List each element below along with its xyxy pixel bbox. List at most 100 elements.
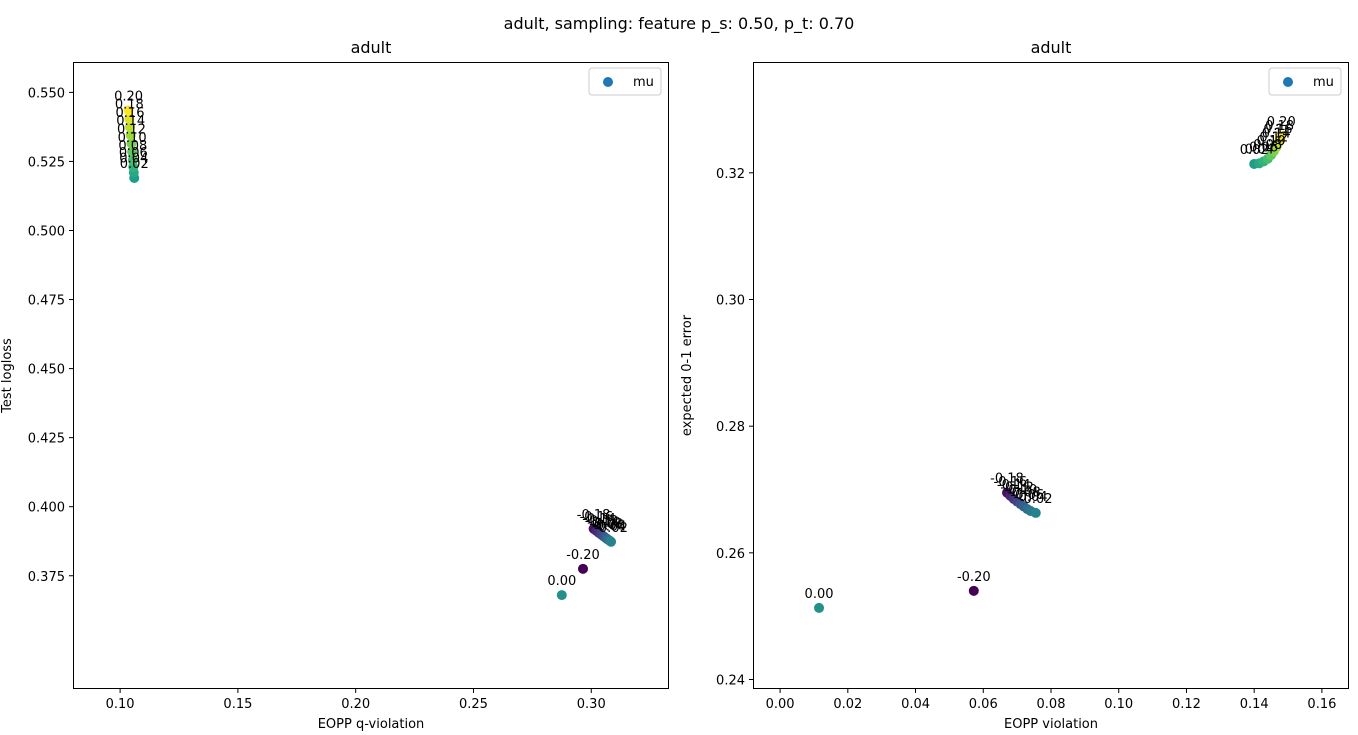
figure-suptitle: adult, sampling: feature p_s: 0.50, p_t:… — [504, 14, 855, 34]
x-tick-label: 0.02 — [833, 697, 862, 712]
data-label: 0.08 — [118, 139, 147, 154]
data-point — [123, 105, 134, 116]
data-label: -0.20 — [566, 548, 600, 563]
data-label: 0.02 — [1240, 143, 1269, 158]
subplot-right: 0.00 0.02 0.04 0.06 0.08 0.10 0.12 0.14 0.160.24… — [680, 38, 1349, 732]
data-label: -0.08 — [589, 517, 623, 532]
data-label: 0.16 — [1263, 123, 1292, 138]
data-point — [127, 155, 138, 166]
plot-area — [753, 62, 1349, 689]
x-tick-label: 0.15 — [223, 697, 252, 712]
plot-frame — [753, 62, 1349, 689]
data-label: 0.04 — [1245, 142, 1274, 157]
x-tick-label: 0.14 — [1240, 697, 1269, 712]
legend-label: mu — [633, 75, 654, 90]
data-label: 0.10 — [1257, 134, 1286, 149]
x-tick-label: 0.10 — [1104, 697, 1133, 712]
legend: mu — [1268, 67, 1342, 96]
legend-marker — [1283, 77, 1293, 87]
data-label: -0.02 — [594, 521, 628, 536]
y-tick-label: 0.425 — [28, 432, 65, 447]
data-label: -0.14 — [997, 478, 1031, 493]
data-label: 0.06 — [1249, 140, 1278, 155]
data-point — [556, 590, 567, 601]
x-tick-label: 0.10 — [106, 697, 135, 712]
data-label: -0.02 — [1019, 492, 1053, 507]
data-label: -0.14 — [582, 512, 616, 527]
y-tick-label: 0.375 — [28, 570, 65, 585]
legend-label: mu — [1313, 75, 1334, 90]
y-tick-label: 0.32 — [716, 167, 745, 182]
subplot-left: 0.10 0.15 0.20 0.25 0.30 0.375 0.400 0.425 0.450… — [0, 38, 669, 732]
data-label: -0.12 — [1000, 481, 1034, 496]
data-label: 0.00 — [805, 587, 834, 602]
data-label: -0.18 — [990, 472, 1024, 487]
x-tick-label: 0.08 — [1037, 697, 1066, 712]
subplot-title: adult — [1031, 38, 1072, 57]
data-point — [1276, 131, 1287, 142]
data-label: 0.20 — [1267, 115, 1296, 130]
data-label: 0.14 — [1262, 127, 1291, 142]
data-label: 0.04 — [119, 151, 148, 166]
data-point — [127, 146, 138, 157]
data-label: 0.00 — [547, 574, 576, 589]
data-label: 0.10 — [118, 131, 147, 146]
data-label: -0.10 — [587, 516, 621, 531]
y-tick-label: 0.550 — [28, 86, 65, 101]
data-point — [606, 536, 617, 547]
data-label: 0.12 — [1259, 130, 1288, 145]
y-tick-label: 0.500 — [28, 224, 65, 239]
legend-box — [588, 67, 662, 96]
legend: mu — [588, 67, 662, 96]
x-tick-label: 0.12 — [1172, 697, 1201, 712]
x-tick-label: 0.00 — [766, 697, 795, 712]
plot-area — [73, 62, 669, 689]
x-tick-label: 0.20 — [341, 697, 370, 712]
legend-marker — [603, 77, 613, 87]
data-point — [578, 563, 589, 574]
y-tick-label: 0.400 — [28, 501, 65, 516]
data-label: -0.12 — [585, 514, 619, 529]
y-tick-label: 0.24 — [716, 674, 745, 689]
x-tick-label: 0.25 — [459, 697, 488, 712]
y-tick-label: 0.525 — [28, 155, 65, 170]
x-axis-label: EOPP violation — [1004, 717, 1098, 732]
subplot-title: adult — [351, 38, 392, 57]
y-tick-label: 0.30 — [716, 294, 745, 309]
data-point — [124, 113, 135, 124]
x-axis-label: EOPP q-violation — [318, 717, 425, 732]
y-tick-label: 0.475 — [28, 294, 65, 309]
y-tick-label: 0.26 — [716, 547, 745, 562]
data-label: -0.10 — [1004, 483, 1038, 498]
data-point — [1030, 507, 1041, 518]
data-label: -0.16 — [580, 510, 614, 525]
data-label: 0.18 — [115, 98, 144, 113]
y-axis-label: Test logloss — [0, 338, 15, 414]
y-tick-label: 0.28 — [716, 420, 745, 435]
plot-frame — [73, 62, 669, 689]
data-label: -0.04 — [593, 520, 627, 535]
data-label: 0.20 — [114, 89, 143, 104]
data-label: -0.08 — [1007, 486, 1041, 501]
data-label: 0.16 — [116, 106, 145, 121]
x-tick-label: 0.30 — [577, 697, 606, 712]
data-label: -0.06 — [591, 519, 625, 534]
data-label: 0.02 — [120, 157, 149, 172]
x-tick-label: 0.04 — [901, 697, 930, 712]
data-point — [968, 585, 979, 596]
data-label: -0.16 — [994, 475, 1028, 490]
y-axis-label: expected 0-1 error — [680, 314, 695, 436]
data-point — [126, 138, 137, 149]
data-point — [814, 602, 825, 613]
data-label: -0.06 — [1010, 488, 1044, 503]
data-label: -0.04 — [1014, 490, 1048, 505]
data-label: -0.18 — [577, 508, 611, 523]
data-label: 0.06 — [119, 146, 148, 161]
data-label: 0.18 — [1265, 119, 1294, 134]
data-point — [125, 130, 136, 141]
data-point — [125, 121, 136, 132]
legend-box — [1268, 67, 1342, 96]
data-label: -0.20 — [957, 570, 991, 585]
data-label: 0.12 — [117, 122, 146, 137]
